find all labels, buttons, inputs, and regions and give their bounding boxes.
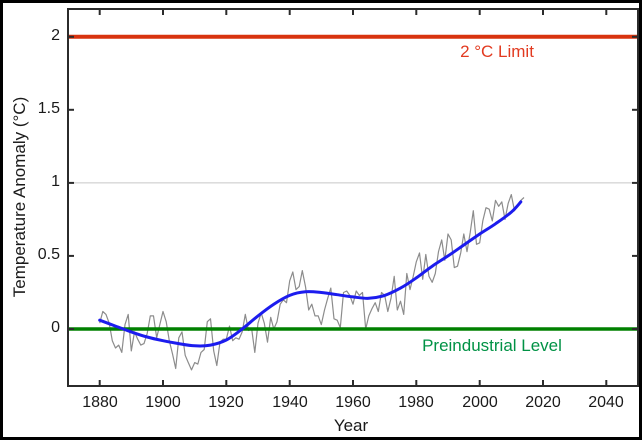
preindustrial-level-label: Preindustrial Level [422,336,562,355]
x-tick-label: 2040 [588,394,624,411]
x-tick-label: 1960 [335,394,371,411]
x-tick-label: 2000 [462,394,498,411]
y-tick-label: 1.5 [37,100,60,117]
y-tick-label: 0 [51,319,60,336]
smoothed-trend-line [98,200,523,348]
two-degree-limit-label: 2 °C Limit [460,42,534,61]
x-tick-label: 1900 [145,394,181,411]
plot-area [67,8,639,387]
y-tick-label: 2 [51,27,60,44]
x-tick-label: 1880 [82,394,118,411]
x-tick-label: 2020 [525,394,561,411]
x-tick-label: 1980 [398,394,434,411]
y-tick-label: 0.5 [37,246,60,263]
y-axis-title: Temperature Anomaly (°C) [10,96,29,298]
x-tick-label: 1940 [272,394,308,411]
x-tick-label: 1920 [208,394,244,411]
annual-temperature-anomaly-line [99,194,525,371]
x-axis-title: Year [333,416,369,435]
y-tick-label: 1 [51,173,60,190]
